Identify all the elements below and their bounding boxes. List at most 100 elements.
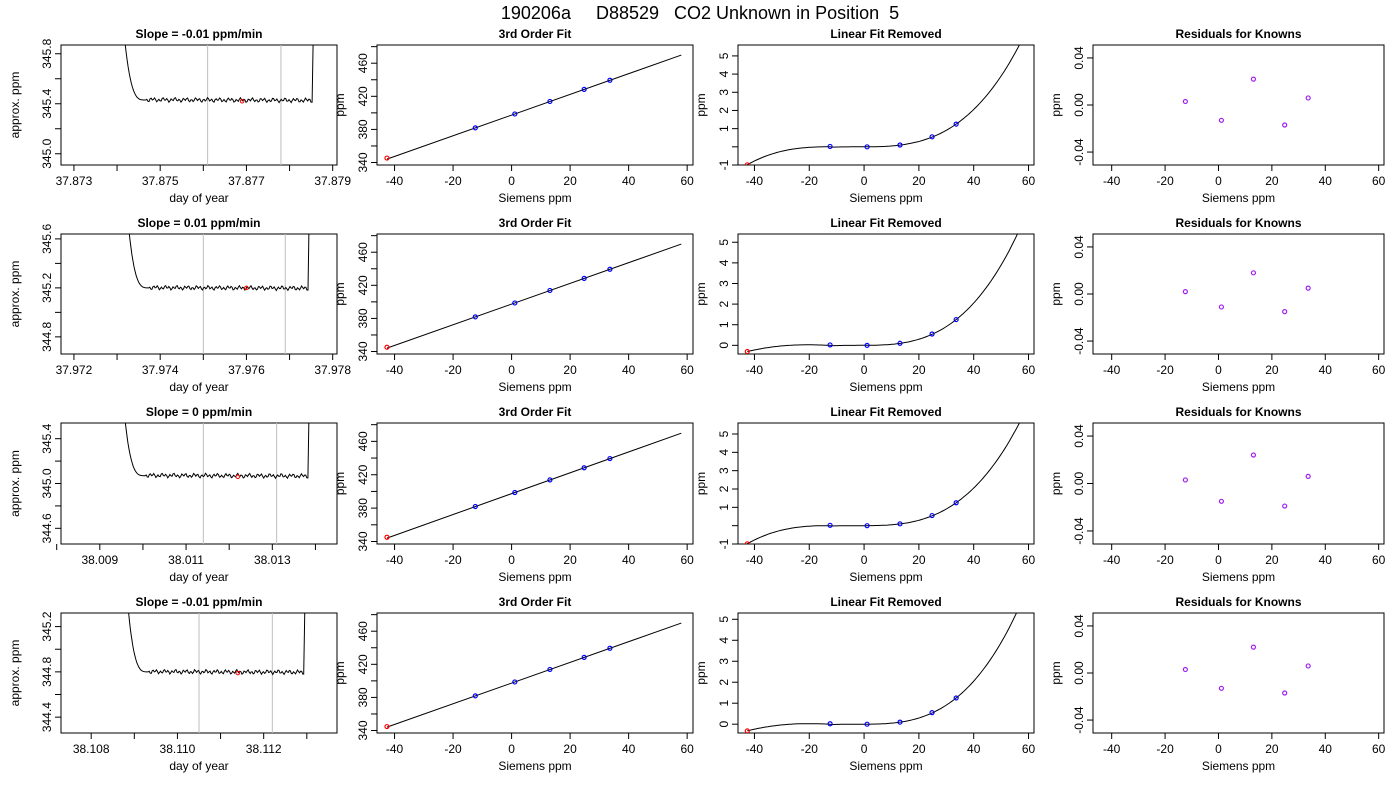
panel-title: Linear Fit Removed [830, 27, 941, 41]
known-point [581, 86, 587, 92]
known-point [472, 125, 478, 131]
residual-point [1250, 270, 1257, 276]
x-tick-label: -20 [444, 742, 462, 756]
x-tick-label: 0 [1215, 363, 1222, 377]
x-tick-label: 40 [622, 174, 636, 188]
y-tick-label: 5 [717, 430, 731, 437]
x-tick-label: 37.972 [56, 363, 93, 377]
plot-area [1182, 270, 1311, 315]
x-axis-label: Siemens ppm [849, 570, 922, 584]
unknown-point [744, 728, 750, 733]
fit-line [386, 432, 682, 539]
panel-title: Slope = -0.01 ppm/min [135, 27, 262, 41]
panel-row4-trace: Slope = -0.01 ppm/min 38.108 38.110 38.112 d… [8, 595, 338, 773]
x-tick-label: 40 [967, 174, 981, 188]
x-tick-label: 38.108 [73, 742, 110, 756]
y-tick-label: 420 [356, 464, 370, 484]
y-axis-label: ppm [1049, 282, 1063, 305]
y-tick-label: 4 [717, 637, 731, 644]
y-tick-label: 0.04 [1072, 424, 1086, 448]
x-tick-label: -40 [1103, 174, 1121, 188]
known-point [607, 266, 613, 272]
panel-title: Residuals for Knowns [1175, 405, 1301, 419]
plot-frame [1092, 612, 1385, 734]
x-tick-label: 60 [1022, 553, 1036, 567]
known-point [547, 98, 553, 105]
fit-line [386, 622, 682, 728]
unknown-point [384, 344, 390, 350]
plot-area [128, 234, 310, 354]
x-tick-label: 60 [680, 363, 694, 377]
known-point [547, 287, 553, 294]
figure-title: 190206a D88529 CO2 Unknown in Position 5 [500, 3, 900, 23]
y-tick-label: 345.2 [40, 273, 54, 303]
panel-row4-fit: 3rd Order Fit -40 -20 0 20 40 60 Siemens ppm 340… [333, 595, 694, 773]
y-tick-label: 345.6 [40, 224, 54, 254]
residual-point [1282, 122, 1288, 128]
y-tick-label: -0.04 [1072, 138, 1086, 166]
x-tick-label: -20 [801, 742, 819, 756]
x-tick-label: -20 [801, 553, 819, 567]
x-tick-label: 60 [1022, 174, 1036, 188]
y-tick-label: 2 [717, 107, 731, 114]
x-tick-label: 38.011 [168, 553, 204, 567]
residual-point [1182, 98, 1188, 105]
panel-row1-trace: Slope = -0.01 ppm/min 37.873 37.875 37.877 3… [8, 27, 351, 205]
panel-title: 3rd Order Fit [499, 405, 572, 419]
y-tick-label: 380 [356, 308, 370, 328]
panel-title: 3rd Order Fit [499, 27, 572, 41]
unknown-point [384, 723, 390, 730]
known-point [929, 710, 935, 716]
x-tick-label: -40 [386, 553, 404, 567]
plot-area [744, 423, 1020, 544]
panel-title: Slope = 0.01 ppm/min [137, 216, 260, 230]
removed-curve [747, 234, 1018, 352]
y-tick-label: 420 [356, 654, 370, 674]
x-tick-label: 40 [1319, 363, 1333, 377]
x-tick-label: 37.873 [56, 174, 93, 188]
residual-point [1305, 285, 1311, 291]
x-tick-label: 37.875 [142, 174, 179, 188]
y-tick-label: 2 [717, 485, 731, 492]
residual-point [1218, 685, 1225, 691]
x-tick-label: 38.009 [81, 553, 118, 567]
y-tick-label: 5 [717, 52, 731, 59]
y-tick-label: 0 [717, 342, 731, 349]
x-tick-label: 40 [1319, 742, 1333, 756]
x-tick-label: 0 [1215, 553, 1222, 567]
residual-point [1182, 477, 1188, 483]
x-tick-label: -40 [746, 742, 764, 756]
y-tick-label: -1 [717, 159, 731, 170]
panel-row3-linear-removed: Linear Fit Removed -40 -20 0 20 40 60 Siemens p… [694, 405, 1036, 584]
trace-line [128, 613, 306, 676]
x-tick-label: 0 [508, 363, 515, 377]
figure-title-wrap: 190206a D88529 CO2 Unknown in Position 5 [0, 0, 1400, 26]
y-axis-label: approx. ppm [8, 261, 22, 328]
plot-frame [60, 422, 338, 545]
x-axis-label: day of year [169, 191, 228, 205]
x-tick-label: 37.974 [142, 363, 179, 377]
x-tick-label: -20 [1156, 742, 1174, 756]
plot-frame [376, 233, 694, 355]
known-point [607, 645, 613, 651]
y-tick-label: 5 [717, 616, 731, 623]
y-tick-label: 345.0 [40, 468, 54, 498]
x-tick-label: 40 [967, 742, 981, 756]
y-tick-label: 4 [717, 70, 731, 77]
panel-row1-linear-removed: Linear Fit Removed -40 -20 0 20 40 60 Siemens p… [694, 27, 1036, 205]
x-tick-label: 20 [563, 553, 577, 567]
unknown-point [384, 155, 390, 161]
known-point [581, 654, 587, 660]
x-tick-label: 0 [861, 742, 868, 756]
x-tick-label: 40 [967, 363, 981, 377]
x-axis-label: Siemens ppm [1202, 570, 1275, 584]
known-point [864, 523, 870, 529]
trace-line [124, 423, 310, 480]
known-point [547, 477, 553, 483]
y-tick-label: 344.4 [40, 702, 54, 732]
plot-area [128, 613, 306, 733]
y-tick-label: 0.00 [1072, 471, 1086, 495]
y-tick-label: 420 [356, 86, 370, 106]
known-point [512, 679, 518, 685]
x-axis-label: Siemens ppm [849, 191, 922, 205]
